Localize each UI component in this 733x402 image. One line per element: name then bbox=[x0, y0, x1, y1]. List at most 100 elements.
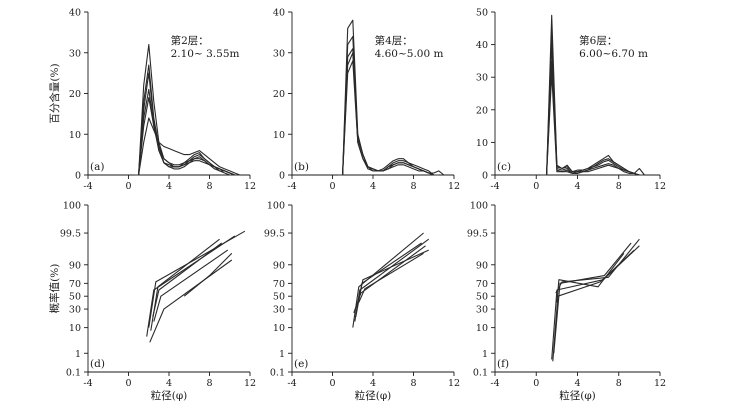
y-tick-label: 70 bbox=[273, 279, 285, 290]
y-tick-label: 10 bbox=[476, 138, 488, 149]
y-axis-title: 百分含量(%) bbox=[48, 63, 61, 123]
x-tick-label: 8 bbox=[410, 378, 416, 389]
series-line-d-1 bbox=[148, 230, 246, 328]
y-tick-label: 50 bbox=[476, 292, 488, 303]
x-tick-label: -4 bbox=[83, 181, 92, 192]
y-tick-label: 20 bbox=[476, 105, 488, 116]
x-axis-title: 粒径(φ) bbox=[355, 389, 392, 402]
y-tick-label: 30 bbox=[273, 48, 285, 59]
x-tick-label: 0 bbox=[533, 378, 539, 389]
series-line-e-3 bbox=[355, 242, 422, 317]
series-line-b-4 bbox=[337, 52, 439, 176]
y-tick-label: 40 bbox=[476, 40, 488, 51]
x-tick-label: 12 bbox=[654, 378, 666, 389]
y-tick-label: 30 bbox=[273, 305, 285, 316]
series-line-c-3 bbox=[541, 44, 645, 176]
x-tick-label: 0 bbox=[329, 378, 335, 389]
x-tick-label: 0 bbox=[533, 181, 539, 192]
x-tick-label: -4 bbox=[287, 378, 296, 389]
series-line-d-4 bbox=[153, 249, 229, 322]
y-tick-label: 99.5 bbox=[264, 229, 285, 240]
x-tick-label: 8 bbox=[206, 378, 212, 389]
y-axis-title: 概率值(%) bbox=[48, 264, 61, 314]
series-line-a-1 bbox=[133, 44, 240, 176]
series-line-f-1 bbox=[551, 245, 640, 360]
series-line-f-5 bbox=[555, 238, 640, 294]
x-tick-label: 12 bbox=[244, 181, 256, 192]
series-line-b-5 bbox=[337, 60, 445, 176]
x-tick-label: -4 bbox=[83, 378, 92, 389]
y-tick-label: 30 bbox=[476, 305, 488, 316]
y-tick-label: 20 bbox=[69, 89, 81, 100]
x-tick-label: 4 bbox=[370, 378, 376, 389]
y-tick-label: 10 bbox=[476, 323, 488, 334]
x-tick-label: 8 bbox=[206, 181, 212, 192]
series-line-d-7 bbox=[152, 242, 223, 318]
series-line-e-1 bbox=[352, 232, 424, 328]
y-tick-label: 90 bbox=[273, 260, 285, 271]
y-tick-label: 99.5 bbox=[467, 229, 488, 240]
panel-label: (e) bbox=[294, 358, 308, 370]
y-tick-label: 20 bbox=[273, 89, 285, 100]
y-tick-label: 10 bbox=[273, 323, 285, 334]
y-tick-label: 0.1 bbox=[66, 368, 81, 379]
panel-label: (d) bbox=[90, 358, 105, 370]
x-tick-label: 4 bbox=[574, 378, 580, 389]
x-tick-label: -4 bbox=[490, 378, 499, 389]
y-tick-label: 30 bbox=[69, 305, 81, 316]
layer-annotation: 4.60~5.00 m bbox=[375, 48, 444, 60]
y-tick-label: 40 bbox=[69, 8, 81, 19]
y-tick-label: 50 bbox=[476, 8, 488, 19]
layer-annotation: 第4层： bbox=[375, 34, 413, 47]
x-tick-label: 12 bbox=[654, 181, 666, 192]
layer-annotation: 第6层： bbox=[579, 34, 617, 47]
y-tick-label: 1 bbox=[75, 349, 81, 360]
y-tick-label: 0 bbox=[279, 171, 285, 182]
panel-label: (c) bbox=[497, 161, 511, 173]
y-tick-label: 50 bbox=[69, 292, 81, 303]
layer-annotation: 第2层： bbox=[171, 34, 209, 47]
y-tick-label: 1 bbox=[482, 349, 488, 360]
x-tick-label: 0 bbox=[125, 378, 131, 389]
x-tick-label: 12 bbox=[448, 181, 460, 192]
x-axis-title: 粒径(φ) bbox=[559, 389, 596, 402]
x-tick-label: 4 bbox=[166, 181, 172, 192]
series-line-e-5 bbox=[356, 249, 429, 310]
y-tick-label: 99.5 bbox=[60, 229, 81, 240]
x-tick-label: 4 bbox=[166, 378, 172, 389]
y-tick-label: 0.1 bbox=[473, 368, 488, 379]
series-line-b-1 bbox=[337, 19, 439, 176]
series-line-f-2 bbox=[552, 249, 635, 362]
series-line-d-6 bbox=[183, 252, 233, 297]
y-tick-label: 0 bbox=[482, 171, 488, 182]
y-tick-label: 10 bbox=[69, 323, 81, 334]
y-tick-label: 90 bbox=[476, 260, 488, 271]
y-tick-label: 1 bbox=[279, 349, 285, 360]
series-line-a-2 bbox=[133, 64, 240, 176]
panel-label: (f) bbox=[497, 358, 509, 370]
series-line-a-4 bbox=[133, 88, 240, 176]
series-line-e-6 bbox=[358, 252, 424, 303]
series-line-c-5 bbox=[541, 73, 645, 176]
series-line-a-6 bbox=[133, 117, 241, 176]
x-tick-label: 0 bbox=[125, 181, 131, 192]
y-tick-label: 100 bbox=[470, 201, 488, 212]
x-tick-label: 0 bbox=[329, 181, 335, 192]
series-line-a-5 bbox=[133, 97, 240, 176]
x-axis-title: 粒径(φ) bbox=[151, 389, 188, 402]
y-tick-label: 0.1 bbox=[270, 368, 285, 379]
y-tick-label: 70 bbox=[476, 279, 488, 290]
x-tick-label: 4 bbox=[370, 181, 376, 192]
y-tick-label: 0 bbox=[75, 171, 81, 182]
x-tick-label: 12 bbox=[448, 378, 460, 389]
y-tick-label: 90 bbox=[69, 260, 81, 271]
series-line-d-2 bbox=[146, 235, 236, 337]
series-line-c-4 bbox=[541, 60, 645, 176]
x-tick-label: 8 bbox=[616, 181, 622, 192]
panel-f: -4 0 4 8 12 0.1 1 10 30 50 70 90 99.5 100 (f) 粒径(φ) bbox=[467, 201, 666, 402]
y-tick-label: 50 bbox=[273, 292, 285, 303]
y-tick-label: 10 bbox=[273, 130, 285, 141]
panel-label: (b) bbox=[294, 161, 309, 173]
